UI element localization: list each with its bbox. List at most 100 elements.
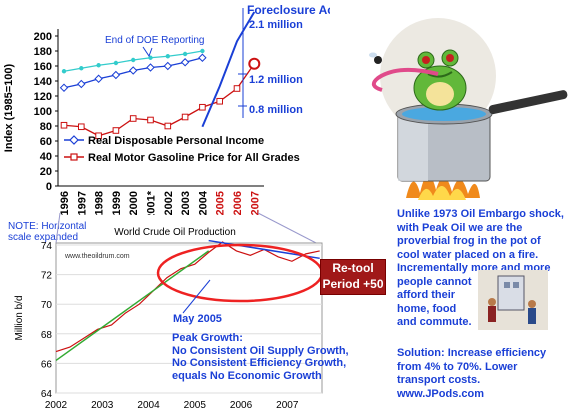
bottom-chart-title: World Crude Oil Production [114,227,236,238]
top-y-tick-label: 60 [40,136,52,148]
cyan-point [200,48,205,54]
solution-line-1: from 4% to 70%. Lower [397,360,518,373]
income-point [163,61,173,71]
connector-right [257,212,321,246]
legend-label-income: Real Disposable Personal Income [88,135,264,147]
people-carrying-house-illustration [478,270,548,330]
top-series-line [201,11,256,128]
bottom-y-tick-label: 64 [41,389,53,400]
gasoline-point [216,97,223,105]
cyan-point [79,66,84,71]
embargo-line-0: Unlike 1973 Oil Embargo shock, [397,208,564,220]
person-right-body [528,308,536,324]
fly-wing [369,52,377,58]
gasoline-point [199,103,206,111]
peak-line3: equals No Economic Growth [172,369,322,382]
oildrum-watermark: www.theoildrum.com [64,253,130,260]
gasoline-point [112,127,120,134]
retool-badge: Re-tool Period +50 [320,259,386,295]
income-point [146,63,155,72]
may-2005-label: May 2005 [173,313,222,325]
foreclosure-label-0-8m: 0.8 million [249,104,303,116]
pot-water [402,107,486,121]
connector-left [55,212,61,244]
gasoline-point [129,115,137,122]
top-x-tick-label: 1998 [94,191,106,215]
foreclosure-title: Foreclosure Actions [247,3,330,17]
top-y-tick-label: 0 [46,181,52,193]
house-window-left [504,282,510,288]
cyan-point [96,63,101,68]
top-x-tick-label: 1999 [111,191,123,215]
top-y-tick-label: 160 [34,61,52,73]
bottom-y-axis-label: Million b/d [14,295,25,340]
embargo-line-2: proverbial frog in the pot of [397,235,541,247]
person-right-head [528,300,536,308]
gasoline-point [95,132,102,140]
pot-handle [488,90,568,115]
income-point [59,83,69,92]
solution-url: www.JPods.com [397,387,485,400]
top-x-tick-label: 1996 [59,191,71,215]
top-y-axis-label: Index (1985=100) [3,63,15,152]
top-y-tick-label: 80 [40,121,52,133]
solution-line-2: transport costs. [397,374,481,386]
peak-line1: No Consistent Oil Supply Growth, [172,344,349,357]
solution-paragraph: Solution: Increase efficiency from 4% to… [397,347,574,401]
income-point [128,66,138,75]
end-of-doe-annotation: End of DOE Reporting [105,35,205,46]
retool-line2: Period +50 [322,277,384,291]
embargo-paragraph: Unlike 1973 Oil Embargo shock, with Peak… [397,208,574,330]
bottom-y-tick-label: 68 [41,330,53,341]
top-x-tick-label: 2006 [232,191,244,215]
income-point [180,58,190,67]
top-chart: 0 20 40 60 80 100 120 140 160 180 200 1996 1997 1998… [3,3,330,215]
frog-tongue [371,67,439,92]
house-window-right [513,282,519,288]
frog-credit-line2: plus.org [493,159,521,168]
legend-label-gasoline: Real Motor Gasoline Price for All Grades [88,152,300,164]
flames-inner [418,186,466,200]
top-x-tick-label: 2002 [163,191,175,215]
top-y-tick-label: 120 [34,91,52,103]
person-left-body [488,306,496,322]
cyan-point [148,55,153,60]
income-point [77,79,86,89]
cyan-point [131,57,136,63]
solution-line-0: Solution: Increase efficiency [397,347,547,359]
bottom-y-tick-label: 66 [41,359,53,370]
embargo-line-6: afford their [397,289,456,301]
cyan-point [113,60,119,66]
trend-line [55,250,210,362]
embargo-line-8: and commute. [397,316,472,328]
top-x-tick-label: 2007 [249,191,261,215]
bottom-x-tick-label: 2004 [137,400,160,411]
top-x-tick-label: 2004 [197,190,209,215]
peak-line2: No Consistent Efficiency Growth, [172,357,347,369]
foreclosure-label-2-1m: 2.1 million [249,19,303,31]
pot-highlight [398,113,428,181]
cyan-point [182,51,188,57]
frog-mouth [427,71,453,78]
frog-in-pot-illustration: www.justice plus.org [369,18,568,200]
embargo-line-5: people cannot [397,275,472,288]
house-block [497,275,525,311]
peak-title: Peak Growth: [172,332,243,344]
frog-credit-line1: www.justice [492,149,535,158]
gasoline-point [164,122,172,130]
frog-pupil-right [446,54,454,62]
embargo-line-7: home, food [397,302,457,315]
bottom-chart: World Crude Oil Production www.theoildru… [14,227,324,411]
top-y-tick-label: 180 [34,46,52,58]
top-x-tick-label: 2003 [180,191,192,215]
foreclosure-label-1-2m: 1.2 million [249,74,303,86]
top-y-tick-label: 140 [34,76,52,88]
gasoline-point-2007 [248,57,261,70]
top-x-tick-label: 2001* [146,190,158,215]
peak-growth-text: Peak Growth: No Consistent Oil Supply Gr… [172,332,349,382]
bottom-y-tick-label: 70 [41,300,53,311]
annotation-pointer [142,46,153,58]
frog-belly [426,82,454,106]
top-x-tick-label: 1997 [76,191,88,215]
